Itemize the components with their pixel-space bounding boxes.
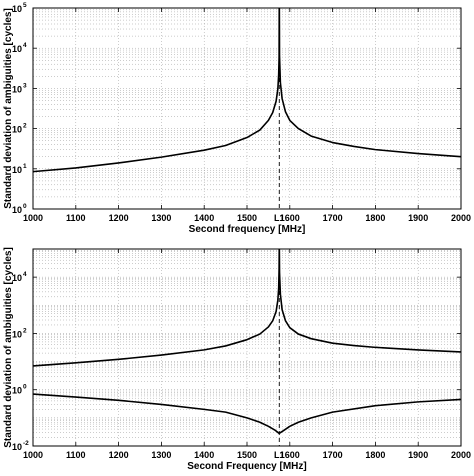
x-tick-label: 1700	[323, 450, 343, 460]
y-tick-exponent: -2	[23, 440, 29, 447]
y-tick-exponent: 3	[23, 82, 27, 89]
y-tick-label: 10 5	[12, 2, 27, 14]
y-axis-label: Standard deviation of ambiguities [cycle…	[3, 247, 14, 448]
y-tick-exponent: 0	[23, 203, 27, 210]
y-tick-label: 10 0	[12, 384, 27, 396]
chart-panel-2: 1000 1100 1200 1300 1400 1500 1600 1700 1800 1900…	[3, 247, 471, 472]
y-tick-base: 10	[12, 125, 22, 135]
y-tick-exponent: 5	[23, 2, 27, 9]
y-tick-label: 10 -2	[12, 440, 29, 452]
x-tick-label: 1400	[194, 213, 214, 223]
y-tick-label: 10 3	[12, 82, 27, 94]
x-axis-label: Second Frequency [MHz]	[187, 461, 306, 472]
y-tick-label: 10 1	[12, 163, 27, 175]
x-tick-label: 1800	[365, 213, 385, 223]
x-tick-label: 1900	[408, 213, 428, 223]
x-tick-label: 1700	[323, 213, 343, 223]
l1-marker-label: L1	[274, 213, 285, 223]
l1-marker-label: L1	[274, 450, 285, 460]
y-tick-base: 10	[12, 4, 22, 14]
y-tick-base: 10	[12, 386, 22, 396]
y-tick-base: 10	[12, 442, 22, 452]
x-tick-label: 1800	[365, 450, 385, 460]
y-tick-exponent: 1	[23, 163, 27, 170]
series-line-1	[33, 249, 461, 367]
x-tick-label: 1500	[237, 450, 257, 460]
series-line-2	[33, 393, 461, 435]
y-tick-base: 10	[12, 273, 22, 283]
y-tick-exponent: 4	[23, 42, 27, 49]
y-tick-base: 10	[12, 329, 22, 339]
x-tick-label: 1600	[280, 450, 300, 460]
y-tick-exponent: 2	[23, 327, 27, 334]
y-tick-label: 10 2	[12, 327, 27, 339]
x-tick-label: 1100	[66, 213, 86, 223]
chart-panel-1: 1000 1100 1200 1300 1400 1500 1600 1700 1800 1900…	[3, 2, 471, 235]
y-tick-label: 10 4	[12, 42, 27, 54]
y-tick-base: 10	[12, 84, 22, 94]
x-tick-label: 1900	[408, 450, 428, 460]
y-tick-label: 10 2	[12, 123, 27, 135]
x-tick-label: 1500	[237, 213, 257, 223]
x-tick-label: 1100	[66, 450, 86, 460]
y-tick-label: 10 4	[12, 271, 27, 283]
x-axis-label: Second frequency [MHz]	[189, 224, 306, 235]
x-tick-label: 1400	[194, 450, 214, 460]
x-tick-label: 2000	[451, 213, 471, 223]
y-tick-base: 10	[12, 44, 22, 54]
y-axis-label: Standard deviation of ambiguities [cycle…	[3, 8, 14, 209]
x-tick-label: 1200	[109, 450, 129, 460]
x-tick-label: 2000	[451, 450, 471, 460]
y-tick-exponent: 2	[23, 123, 27, 130]
x-tick-label: 1000	[23, 213, 43, 223]
series-line-1	[33, 8, 461, 173]
x-tick-label: 1000	[23, 450, 43, 460]
x-tick-label: 1200	[109, 213, 129, 223]
y-tick-exponent: 0	[23, 384, 27, 391]
y-tick-base: 10	[12, 165, 22, 175]
y-tick-exponent: 4	[23, 271, 27, 278]
x-tick-label: 1300	[151, 450, 171, 460]
x-tick-label: 1300	[151, 213, 171, 223]
y-tick-label: 10 0	[12, 203, 27, 215]
x-tick-label: 1600	[280, 213, 300, 223]
y-tick-base: 10	[12, 205, 22, 215]
